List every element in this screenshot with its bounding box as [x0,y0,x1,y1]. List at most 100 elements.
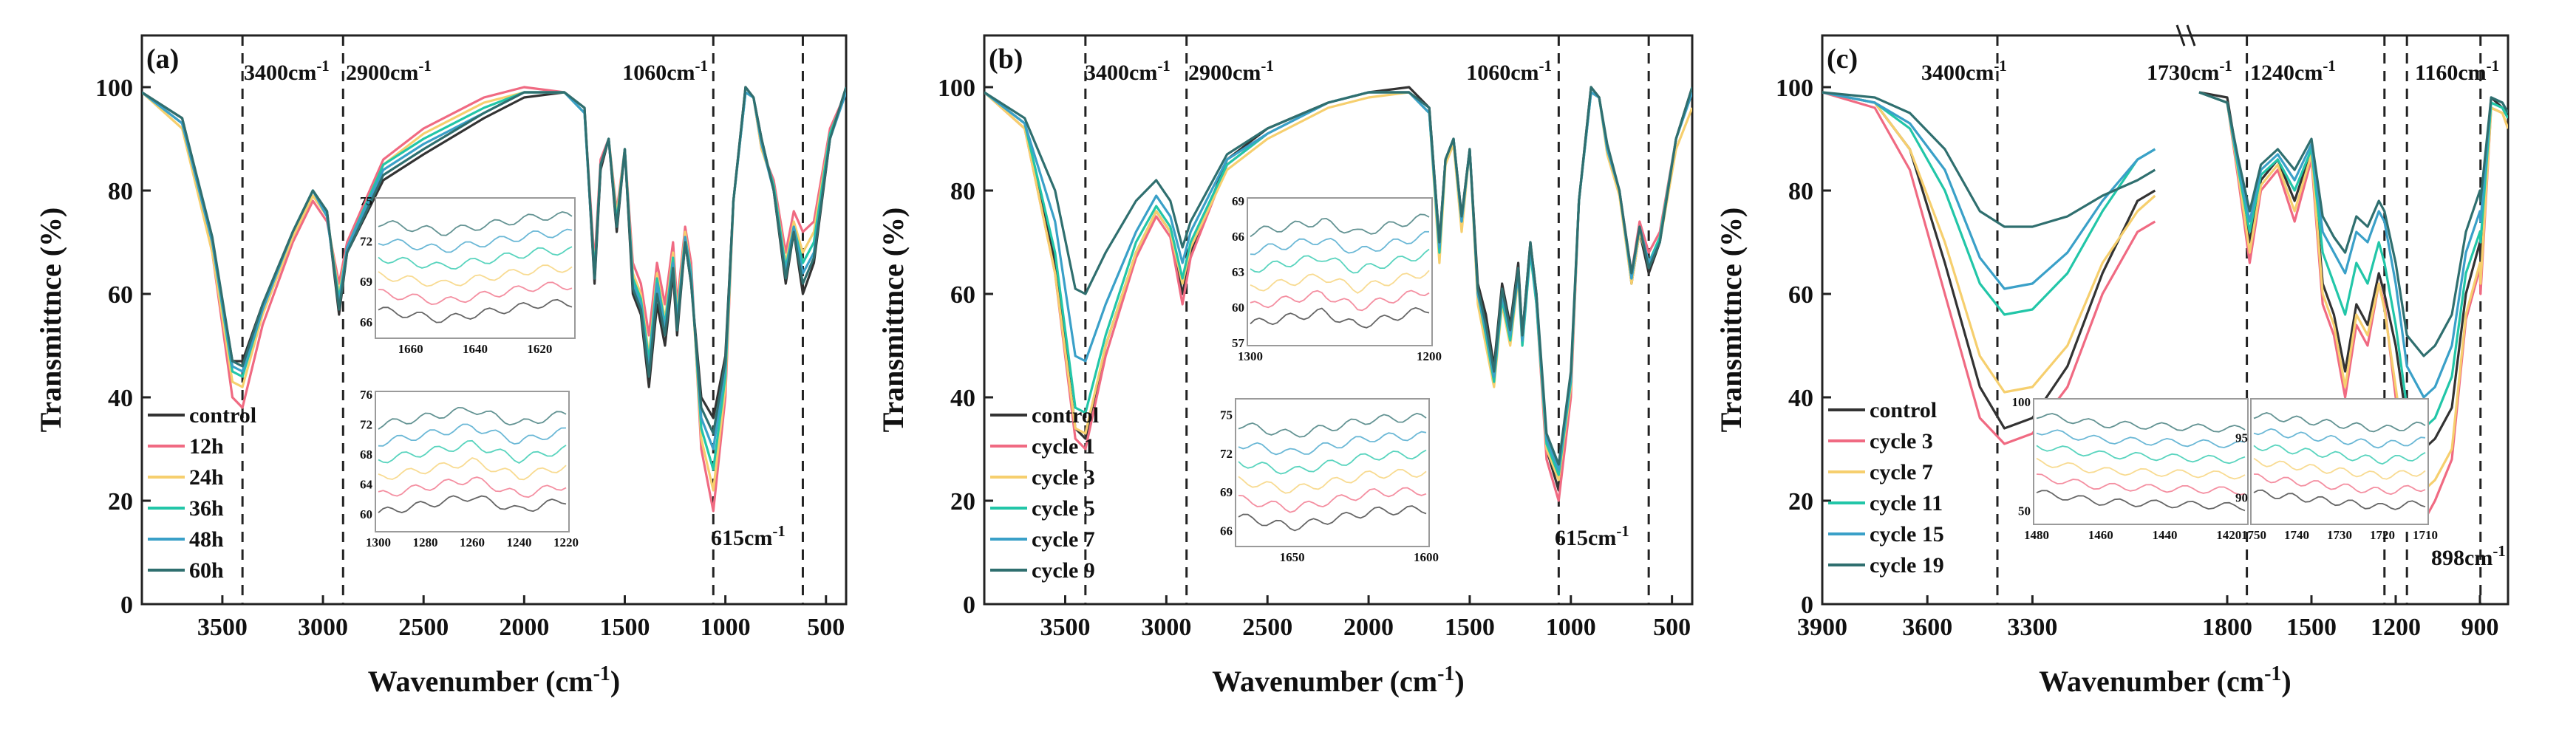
inset-y-tick: 76 [360,388,372,402]
inset-x-tick: 1730 [2327,528,2352,542]
x-tick-label: 3500 [1040,614,1090,641]
x-tick-label: 2500 [1242,614,1292,641]
inset-series-line [1250,290,1430,312]
inset-frame [1235,398,1430,547]
inset-series-line [1250,306,1430,329]
peak-annotation: 1060cm-1 [1466,57,1552,85]
legend-label: control [189,403,256,428]
inset-x-tick: 1480 [2024,528,2049,542]
inset-y-tick: 66 [360,315,372,329]
inset-series-line [2253,457,2426,480]
inset-series-line [2036,445,2246,465]
inset-x-tick: 1420 [2216,528,2241,542]
inset-series-line [378,456,567,481]
y-tick-label: 20 [1788,488,1813,515]
y-tick-label: 0 [120,592,133,619]
inset-series-line [2253,412,2426,433]
x-tick-label: 2000 [1343,614,1394,641]
inset-series-line [2253,473,2426,496]
series-line [1822,91,2508,430]
inset-series-line [1238,449,1427,475]
y-axis-label: Transmittnce (%) [876,208,910,433]
inset-y-tick: 50 [2018,504,2031,518]
x-tick-label: 3500 [197,614,248,641]
inset-y-tick: 69 [1232,194,1244,208]
x-tick-label: 1000 [701,614,751,641]
peak-annotation: 3400cm-1 [1921,57,2007,85]
inset-x-tick: 1280 [413,535,438,549]
inset-x-tick: 1300 [1238,349,1263,363]
y-tick-label: 20 [950,488,975,515]
inset-series-line [1250,248,1430,274]
inset-x-tick: 1720 [2370,528,2395,542]
peak-annotation: 1730cm-1 [2147,57,2232,85]
inset-y-tick: 90 [2235,491,2248,505]
legend-label: cycle 5 [1032,496,1095,521]
legend-label: 24h [189,465,224,490]
x-tick-label: 3300 [2007,614,2057,641]
inset-y-tick: 64 [360,477,373,491]
y-tick-label: 0 [1801,592,1813,619]
y-tick-label: 40 [950,385,975,412]
y-tick-label: 100 [938,75,975,102]
inset-series-line [1238,431,1427,456]
inset-x-tick: 1600 [1414,550,1439,564]
x-tick-label: 3900 [1797,614,1847,641]
inset-series-line [378,264,573,287]
peak-annotation: 1160cm-1 [2415,57,2499,85]
x-tick-label: 1500 [599,614,650,641]
legend-label: cycle 19 [1870,553,1944,578]
inset-x-tick: 1650 [1280,550,1305,564]
inset-series-line [2253,489,2426,510]
inset-y-tick: 57 [1232,336,1245,350]
inset-series-line [378,281,573,306]
y-tick-label: 60 [1788,281,1813,309]
legend: control 12h 24h 36h 48h 60h [148,403,256,583]
legend-label: cycle 15 [1870,522,1944,547]
inset-x-tick: 1660 [398,342,423,356]
inset-series-line [1250,213,1430,238]
inset-y-tick: 66 [1232,230,1244,244]
x-tick-label: 2000 [499,614,549,641]
legend-label: 60h [189,558,224,583]
inset-y-tick: 66 [1220,524,1233,538]
inset-y-tick: 72 [360,417,372,431]
x-tick-label: 3600 [1902,614,1952,641]
inset-0: 57 60 63 66 69 1300 1200 [1232,194,1442,363]
x-tick-label: 3000 [1141,614,1191,641]
series-line [1822,91,2508,492]
inset-series-line [378,246,573,270]
legend-label: cycle 11 [1870,491,1943,515]
legend-label: control [1032,403,1099,428]
legend-label: cycle 3 [1032,465,1095,490]
x-tick-label: 1200 [2371,614,2421,641]
inset-series-line [378,476,567,499]
panel-0: 0 20 40 60 80 100 3500 3000 2500 2000 1500 1000 500 W… [34,34,848,699]
x-tick-label: 1500 [2286,614,2337,641]
x-tick-label: 1800 [2202,614,2252,641]
series-group [1822,91,2508,523]
inset-series-line [378,495,567,513]
panel-label: (b) [989,44,1023,75]
inset-1: 90 95 1750 1740 1730 1720 1710 [2235,398,2438,542]
inset-x-tick: 1620 [527,342,552,356]
legend-label: cycle 7 [1870,460,1933,484]
inset-y-tick: 60 [360,507,372,521]
legend-label: cycle 3 [1870,429,1933,453]
inset-series-line [2036,473,2246,496]
inset-series-line [2036,457,2246,480]
inset-series-line [2036,429,2246,448]
inset-series-line [1238,412,1427,438]
y-tick-label: 80 [1788,178,1813,205]
inset-frame [375,197,576,339]
legend-label: 12h [189,434,224,459]
peak-annotation: 615cm-1 [1555,522,1629,550]
inset-series-line [378,406,567,430]
y-tick-label: 80 [950,178,975,205]
series-line [1822,91,2508,399]
inset-y-tick: 72 [1220,447,1233,461]
peak-annotation: 898cm-1 [2431,542,2506,570]
y-tick-label: 20 [108,488,133,515]
x-axis-label: Wavenumber (cm-1) [368,662,620,699]
